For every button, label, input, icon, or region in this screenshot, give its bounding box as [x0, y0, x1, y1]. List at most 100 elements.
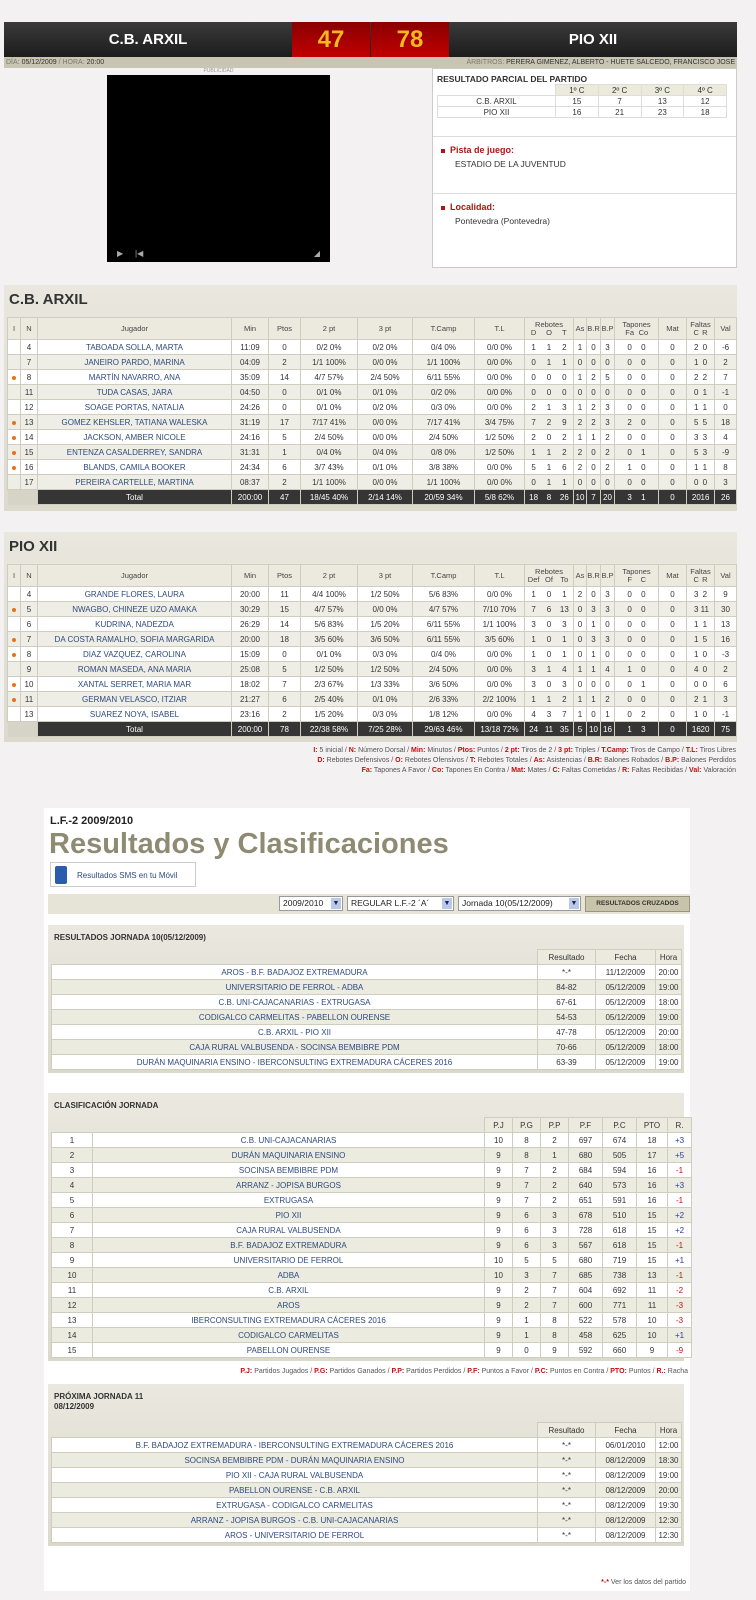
game-teams[interactable]: C.B. UNI-CAJACANARIAS - EXTRUGASA [51, 994, 538, 1010]
game-teams[interactable]: CAJA RURAL VALBUSENDA - SOCINSA BEMBIBRE… [51, 1039, 538, 1055]
team-name[interactable]: AROS [92, 1297, 485, 1313]
player-name[interactable]: TABOADA SOLLA, MARTA [37, 339, 232, 355]
game-result[interactable]: *-* [537, 1467, 596, 1483]
column-header[interactable]: 2 pt [300, 317, 358, 340]
column-header[interactable]: B.P [600, 317, 615, 340]
team-name[interactable]: PABELLON OURENSE [92, 1342, 485, 1358]
cross-results-button[interactable]: RESULTADOS CRUZADOS [585, 896, 690, 912]
player-name[interactable]: PEREIRA CARTELLE, MARTINA [37, 474, 232, 490]
phase-select[interactable]: REGULAR L.F.-2 ´A´ ▼ [347, 896, 454, 911]
player-name[interactable]: XANTAL SERRET, MARIA MAR [37, 676, 232, 692]
column-header[interactable]: Tapones F C [614, 564, 659, 587]
player-row[interactable]: 9 ROMAN MASEDA, ANA MARIA 25:08 5 1/2 50% 1/2… [7, 661, 737, 677]
column-header[interactable]: Ptos [268, 317, 301, 340]
game-row[interactable]: PIO XII - CAJA RURAL VALBUSENDA *-* 08/12/… [51, 1467, 682, 1483]
column-header[interactable]: Rebotes D O T [524, 317, 574, 340]
game-result[interactable]: 67-61 [537, 994, 596, 1010]
game-row[interactable]: AROS - UNIVERSITARIO DE FERROL *-* 08/12/2… [51, 1527, 682, 1543]
player-name[interactable]: SOAGE PORTAS, NATALIA [37, 399, 232, 415]
column-header[interactable]: Min [231, 564, 269, 587]
standing-row[interactable]: 14 CODIGALCO CARMELITAS 9 1 8 458 625 10 +1 [51, 1327, 692, 1343]
column-header[interactable]: Val [714, 317, 737, 340]
column-header[interactable]: Faltas C R [686, 564, 715, 587]
game-teams[interactable]: UNIVERSITARIO DE FERROL - ADBA [51, 979, 538, 995]
player-name[interactable]: ENTENZA CASALDERREY, SANDRA [37, 444, 232, 460]
game-row[interactable]: ARRANZ - JOPISA BURGOS - C.B. UNI-CAJACA… [51, 1512, 682, 1528]
player-row[interactable]: 11 GERMAN VELASCO, ITZIAR 21:27 6 2/5 40% 0/1… [7, 691, 737, 707]
column-header[interactable]: 2 pt [300, 564, 358, 587]
player-row[interactable]: 10 XANTAL SERRET, MARIA MAR 18:02 7 2/3 67% 1… [7, 676, 737, 692]
player-name[interactable]: DA COSTA RAMALHO, SOFIA MARGARIDA [37, 631, 232, 647]
column-header[interactable]: Jugador [37, 564, 232, 587]
column-header[interactable]: N [20, 317, 38, 340]
player-name[interactable]: SUAREZ NOYA, ISABEL [37, 706, 232, 722]
standing-row[interactable]: 5 EXTRUGASA 9 7 2 651 591 16 -1 [51, 1192, 692, 1208]
standing-row[interactable]: 15 PABELLON OURENSE 9 0 9 592 660 9 -9 [51, 1342, 692, 1358]
game-result[interactable]: *-* [537, 1437, 596, 1453]
player-name[interactable]: JANEIRO PARDO, MARINA [37, 354, 232, 370]
game-teams[interactable]: B.F. BADAJOZ EXTREMADURA - IBERCONSULTIN… [51, 1437, 538, 1453]
player-row[interactable]: 7 DA COSTA RAMALHO, SOFIA MARGARIDA 20:00 1… [7, 631, 737, 647]
player-row[interactable]: 6 KUDRINA, NADEZDA 26:29 14 5/6 83% 1/5 20% 6/… [7, 616, 737, 632]
team-name[interactable]: ARRANZ - JOPISA BURGOS [92, 1177, 485, 1193]
player-name[interactable]: TUDA CASAS, JARA [37, 384, 232, 400]
game-result[interactable]: *-* [537, 1482, 596, 1498]
column-header[interactable]: I [7, 564, 21, 587]
standing-row[interactable]: 6 PIO XII 9 6 3 678 510 15 +2 [51, 1207, 692, 1223]
game-teams[interactable]: CODIGALCO CARMELITAS - PABELLON OURENSE [51, 1009, 538, 1025]
game-row[interactable]: C.B. UNI-CAJACANARIAS - EXTRUGASA 67-61 05… [51, 994, 682, 1010]
player-name[interactable]: DIAZ VAZQUEZ, CAROLINA [37, 646, 232, 662]
game-teams[interactable]: ARRANZ - JOPISA BURGOS - C.B. UNI-CAJACA… [51, 1512, 538, 1528]
column-header[interactable]: N [20, 564, 38, 587]
standing-row[interactable]: 9 UNIVERSITARIO DE FERROL 10 5 5 680 719 15 +1 [51, 1252, 692, 1268]
season-select[interactable]: 2009/2010 ▼ [279, 896, 343, 911]
round-select[interactable]: Jornada 10(05/12/2009) ▼ [458, 896, 581, 911]
team-name[interactable]: UNIVERSITARIO DE FERROL [92, 1252, 485, 1268]
volume-icon[interactable]: ◢ [313, 249, 320, 258]
game-row[interactable]: CODIGALCO CARMELITAS - PABELLON OURENSE 5… [51, 1009, 682, 1025]
team-name[interactable]: IBERCONSULTING EXTREMADURA CÁCERES 2016 [92, 1312, 485, 1328]
player-row[interactable]: 5 NWAGBO, CHINEZE UZO AMAKA 30:29 15 4/7 57%… [7, 601, 737, 617]
game-result[interactable]: *-* [537, 964, 596, 980]
team-name[interactable]: CODIGALCO CARMELITAS [92, 1327, 485, 1343]
game-result[interactable]: *-* [537, 1497, 596, 1513]
column-header[interactable]: Min [231, 317, 269, 340]
team-name[interactable]: B.F. BADAJOZ EXTREMADURA [92, 1237, 485, 1253]
video-player[interactable]: ▶ |◀ ◢ [107, 75, 330, 262]
column-header[interactable]: B.R [586, 564, 601, 587]
team-name[interactable]: ADBA [92, 1267, 485, 1283]
column-header[interactable]: T.Camp [412, 564, 475, 587]
play-icon[interactable]: ▶ [117, 249, 124, 258]
standing-row[interactable]: 11 C.B. ARXIL 9 2 7 604 692 11 -2 [51, 1282, 692, 1298]
game-teams[interactable]: AROS - B.F. BADAJOZ EXTREMADURA [51, 964, 538, 980]
column-header[interactable]: Faltas C R [686, 317, 715, 340]
team-name[interactable]: PIO XII [92, 1207, 485, 1223]
game-result[interactable]: *-* [537, 1512, 596, 1528]
player-row[interactable]: 7 JANEIRO PARDO, MARINA 04:09 2 1/1 100% 0/0 … [7, 354, 737, 370]
player-name[interactable]: JACKSON, AMBER NICOLE [37, 429, 232, 445]
sms-results-link[interactable]: Resultados SMS en tu Móvil [50, 862, 196, 887]
column-header[interactable]: B.P [600, 564, 615, 587]
column-header[interactable]: Mat [658, 564, 687, 587]
standing-row[interactable]: 4 ARRANZ - JOPISA BURGOS 9 7 2 640 573 16 +3 [51, 1177, 692, 1193]
column-header[interactable]: I [7, 317, 21, 340]
game-row[interactable]: CAJA RURAL VALBUSENDA - SOCINSA BEMBIBRE… [51, 1039, 682, 1055]
column-header[interactable]: Mat [658, 317, 687, 340]
column-header[interactable]: Val [714, 564, 737, 587]
column-header[interactable]: T.L [474, 317, 525, 340]
player-name[interactable]: KUDRINA, NADEZDA [37, 616, 232, 632]
game-result[interactable]: 84-82 [537, 979, 596, 995]
player-row[interactable]: 4 GRANDE FLORES, LAURA 20:00 11 4/4 100% 1/2 … [7, 586, 737, 602]
game-row[interactable]: UNIVERSITARIO DE FERROL - ADBA 84-82 05/12… [51, 979, 682, 995]
team-name[interactable]: DURÁN MAQUINARIA ENSINO [92, 1147, 485, 1163]
player-name[interactable]: GERMAN VELASCO, ITZIAR [37, 691, 232, 707]
standing-row[interactable]: 13 IBERCONSULTING EXTREMADURA CÁCERES 201… [51, 1312, 692, 1328]
column-header[interactable]: Ptos [268, 564, 301, 587]
column-header[interactable]: 3 pt [357, 317, 413, 340]
team-name[interactable]: EXTRUGASA [92, 1192, 485, 1208]
team-name[interactable]: C.B. UNI-CAJACANARIAS [92, 1132, 485, 1148]
standing-row[interactable]: 12 AROS 9 2 7 600 771 11 -3 [51, 1297, 692, 1313]
player-row[interactable]: 12 SOAGE PORTAS, NATALIA 24:26 0 0/1 0% 0/2 0… [7, 399, 737, 415]
rewind-icon[interactable]: |◀ [135, 249, 144, 258]
game-row[interactable]: SOCINSA BEMBIBRE PDM - DURÁN MAQUINARIA … [51, 1452, 682, 1468]
